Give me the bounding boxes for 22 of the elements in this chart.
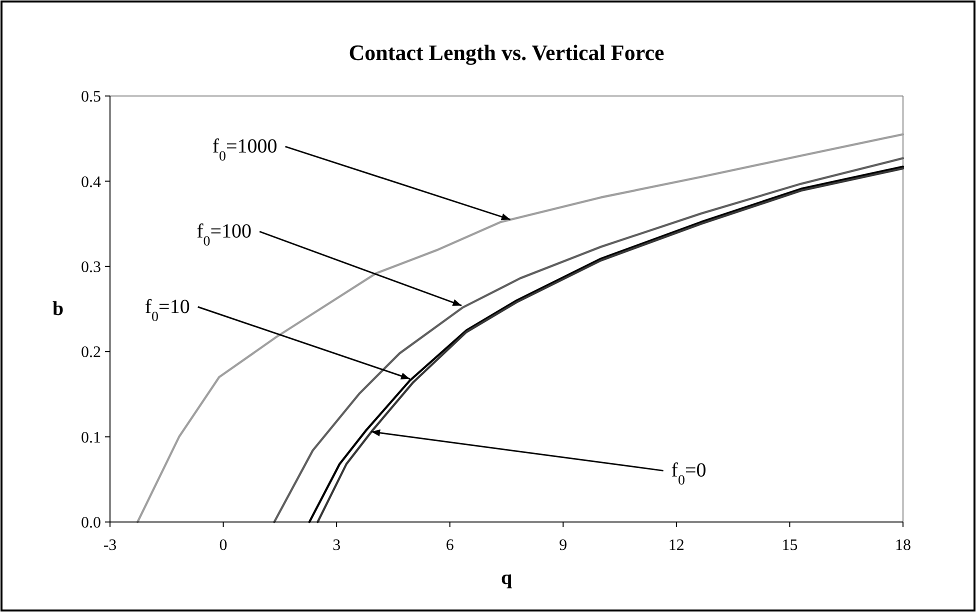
- y-axis-title: b: [52, 298, 64, 320]
- x-tick-label: 3: [332, 537, 341, 554]
- y-tick-label: 0.0: [81, 514, 101, 532]
- x-tick-label: 9: [559, 537, 568, 554]
- y-tick-label: 0.3: [81, 259, 101, 276]
- line-series: [136, 133, 904, 524]
- annotation: f$_{0}$=10: [144, 296, 190, 324]
- chart-title: Contact Length vs. Vertical Force: [348, 40, 664, 65]
- annotation: f$_{0}$=0: [671, 460, 706, 488]
- annotation: f$_{0}$=1000: [212, 136, 278, 164]
- x-axis-title: q: [500, 567, 512, 589]
- y-tick-label: 0.4: [81, 174, 101, 191]
- x-tick-label: 18: [895, 537, 911, 554]
- annotation: f$_{0}$=100: [196, 220, 252, 250]
- x-tick-label: 12: [668, 537, 684, 554]
- x-tick-label: -3: [103, 537, 117, 554]
- y-tick-label: 0.2: [81, 344, 101, 362]
- y-tick-label: 0.1: [81, 429, 101, 446]
- x-tick-label: 0: [219, 537, 228, 554]
- y-tick-label: 0.5: [81, 88, 101, 106]
- x-tick-label: 15: [782, 537, 798, 554]
- x-tick-label: 6: [446, 537, 454, 554]
